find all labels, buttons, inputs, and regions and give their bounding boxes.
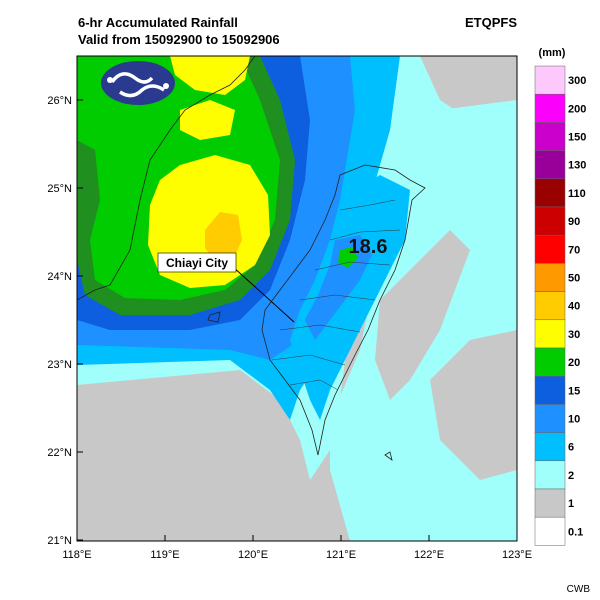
colorbar-level: 40 — [568, 301, 580, 313]
taiwan-coast — [261, 164, 426, 456]
colorbar-swatch — [534, 347, 566, 377]
field-10mm-taiwan — [305, 235, 372, 340]
callout-label: Chiayi City — [166, 256, 228, 270]
field-30mm-coast — [180, 100, 235, 140]
colorbar-level: 2 — [568, 470, 574, 482]
lon-label: 119°E — [150, 549, 179, 561]
colorbar-level: 15 — [568, 385, 580, 397]
colorbar-level: 30 — [568, 329, 580, 341]
colorbar-swatch — [534, 234, 566, 264]
callout-leader — [231, 265, 295, 323]
colorbar-level: 6 — [568, 442, 574, 454]
latitude-axis: 26°N 25°N 24°N 23°N 22°N 21°N — [47, 95, 83, 547]
colorbar-swatch — [534, 516, 566, 546]
county-borders — [271, 199, 401, 391]
colorbar-level: 20 — [568, 357, 580, 369]
field-40mm — [205, 212, 242, 262]
field-trace-eastcoast — [375, 230, 470, 400]
callout-box — [157, 252, 237, 273]
colorbar-level: 0.1 — [568, 526, 583, 538]
rainfall-field — [77, 56, 517, 541]
colorbar-level: 150 — [568, 132, 586, 144]
colorbar-swatch — [534, 291, 566, 321]
colorbar-unit: (mm) — [539, 47, 566, 59]
map-validity: Valid from 15092900 to 15092906 — [78, 32, 280, 47]
field-20mm-taiwan — [338, 247, 358, 268]
longitude-axis: 118°E 119°E 120°E 121°E 122°E 123°E — [62, 535, 532, 561]
credit-label: CWB — [567, 584, 591, 595]
map-frame — [76, 55, 518, 542]
lon-label: 118°E — [62, 549, 91, 561]
lat-label: 23°N — [47, 359, 72, 371]
colorbar-swatch — [534, 93, 566, 123]
penghu-coast — [207, 311, 221, 323]
colorbar-swatch — [534, 319, 566, 349]
colorbar-level: 200 — [568, 103, 586, 115]
field-6mm-taiwan — [290, 175, 410, 420]
callout: Chiayi City — [157, 252, 295, 323]
colorbar-swatch — [534, 150, 566, 180]
colorbar-level: 1 — [568, 498, 574, 510]
colorbar-level: 130 — [568, 160, 586, 172]
colorbar-swatch — [534, 122, 566, 151]
model-name: ETQPFS — [465, 15, 518, 30]
colorbar-level: 10 — [568, 414, 580, 426]
colorbar-level: 50 — [568, 273, 580, 285]
colorbar-swatch — [534, 488, 566, 518]
lon-label: 120°E — [238, 549, 268, 561]
lat-label: 25°N — [47, 183, 72, 195]
coastlines — [76, 55, 426, 461]
lat-label: 26°N — [47, 95, 72, 107]
colorbar-swatch — [534, 263, 566, 292]
lon-label: 122°E — [414, 549, 444, 561]
colorbar-level: 110 — [568, 188, 586, 200]
map-title: 6-hr Accumulated Rainfall — [78, 15, 238, 30]
colorbar-swatch — [534, 65, 566, 95]
island-coast — [384, 451, 393, 461]
colorbar-level: 70 — [568, 244, 580, 256]
lat-label: 22°N — [47, 447, 72, 459]
lat-label: 24°N — [47, 271, 72, 283]
colorbar-swatch — [534, 375, 566, 405]
colorbar-level: 90 — [568, 216, 580, 228]
lon-label: 123°E — [502, 549, 532, 561]
colorbar-swatch — [534, 206, 566, 236]
colorbar-level: 300 — [568, 75, 586, 87]
lat-label: 21°N — [47, 535, 72, 547]
lon-label: 121°E — [326, 549, 356, 561]
colorbar-swatch — [534, 178, 566, 208]
colorbar-swatch — [534, 432, 566, 462]
cwb-cloud-logo-icon — [101, 61, 175, 105]
max-value-label: 18.6 — [349, 236, 388, 258]
colorbar: 300 200 150 130 110 90 70 50 40 30 20 15 10 6 2 1 0.1 — [534, 65, 586, 546]
colorbar-swatch — [534, 460, 566, 490]
field-trace-south — [77, 390, 330, 541]
china-coast — [76, 55, 256, 301]
colorbar-swatch — [534, 404, 566, 433]
